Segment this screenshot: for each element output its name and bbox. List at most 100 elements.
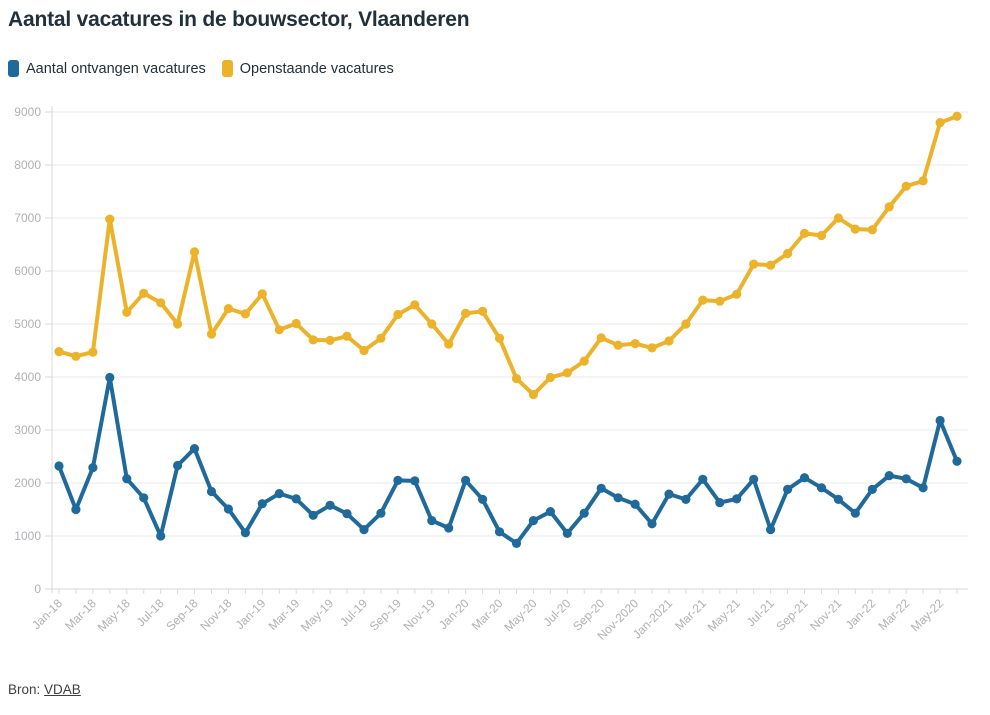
data-point-openstaande-Oct-21[interactable] [816,230,827,241]
data-point-openstaande-Apr-21[interactable] [715,296,725,306]
data-point-ontvangen-May-20[interactable] [528,516,539,526]
data-point-ontvangen-Apr-20[interactable] [511,538,522,549]
data-point-openstaande-Sep-20[interactable] [596,333,606,343]
data-point-ontvangen-Mar-21[interactable] [698,474,708,484]
data-point-openstaande-Sep-21[interactable] [799,228,810,238]
data-point-ontvangen-Feb-21[interactable] [681,494,691,504]
data-point-openstaande-Feb-20[interactable] [478,306,488,316]
data-point-openstaande-May-19[interactable] [325,335,335,345]
data-point-ontvangen-Aug-18[interactable] [173,460,183,471]
data-point-ontvangen-Sep-21[interactable] [799,473,810,483]
data-point-ontvangen-Jun-18[interactable] [139,493,149,503]
data-point-openstaande-Mar-18[interactable] [88,347,98,357]
data-point-openstaande-Aug-20[interactable] [579,356,589,366]
data-point-ontvangen-Apr-18[interactable] [105,372,115,383]
data-point-openstaande-May-18[interactable] [122,307,132,317]
data-point-ontvangen-May-21[interactable] [732,494,742,504]
data-point-ontvangen-Jun-19[interactable] [342,509,352,519]
data-point-openstaande-Jul-21[interactable] [766,260,776,270]
data-point-openstaande-Nov-18[interactable] [223,304,233,314]
data-point-openstaande-Feb-21[interactable] [681,319,691,329]
data-point-openstaande-Jul-20[interactable] [562,368,572,378]
data-point-openstaande-Dec-21[interactable] [850,224,860,234]
data-point-ontvangen-Apr-22[interactable] [918,483,928,493]
data-point-openstaande-Mar-21[interactable] [698,295,708,305]
data-point-ontvangen-Jul-18[interactable] [156,531,166,541]
data-point-ontvangen-Oct-21[interactable] [816,483,827,493]
data-point-openstaande-Jun-20[interactable] [545,372,556,383]
data-point-ontvangen-Mar-19[interactable] [291,494,301,504]
data-point-openstaande-Sep-18[interactable] [189,247,200,257]
data-point-ontvangen-Dec-18[interactable] [240,528,250,538]
data-point-ontvangen-Aug-21[interactable] [783,484,793,494]
data-point-openstaande-Apr-18[interactable] [105,214,115,224]
data-point-ontvangen-Sep-18[interactable] [189,444,200,454]
data-point-ontvangen-Jan-20[interactable] [461,475,471,485]
data-point-openstaande-Aug-19[interactable] [376,333,386,343]
data-point-openstaande-Apr-19[interactable] [308,335,318,345]
data-point-ontvangen-Feb-18[interactable] [71,504,81,515]
data-point-ontvangen-Feb-20[interactable] [478,494,488,504]
data-point-ontvangen-May-19[interactable] [325,500,335,510]
data-point-openstaande-Jan-21[interactable] [664,336,674,346]
data-point-ontvangen-Nov-20[interactable] [630,499,640,509]
data-point-ontvangen-May-22[interactable] [935,415,945,426]
data-point-ontvangen-Apr-21[interactable] [715,498,725,508]
data-point-ontvangen-Dec-20[interactable] [647,519,657,529]
data-point-openstaande-Dec-18[interactable] [240,309,250,319]
data-point-openstaande-Mar-19[interactable] [291,318,301,329]
data-point-openstaande-Aug-21[interactable] [783,248,793,259]
data-point-openstaande-Oct-18[interactable] [206,329,217,339]
data-point-openstaande-Jan-20[interactable] [461,308,471,318]
data-point-openstaande-Dec-20[interactable] [647,343,657,353]
data-point-ontvangen-Aug-19[interactable] [376,508,386,518]
data-point-openstaande-Jan-18[interactable] [54,347,64,357]
data-point-ontvangen-Oct-19[interactable] [410,476,420,486]
data-point-openstaande-Jun-21[interactable] [749,259,759,269]
data-point-openstaande-Jun-18[interactable] [139,288,149,298]
data-point-openstaande-Jan-19[interactable] [257,289,267,299]
data-point-ontvangen-Jun-20[interactable] [545,507,556,517]
data-point-openstaande-Apr-22[interactable] [918,176,928,186]
data-point-ontvangen-Sep-20[interactable] [596,483,606,493]
data-point-openstaande-Feb-19[interactable] [274,325,284,335]
data-point-ontvangen-Apr-19[interactable] [308,510,318,520]
data-point-openstaande-Jul-18[interactable] [156,298,166,308]
data-point-ontvangen-Dec-21[interactable] [850,508,860,518]
data-point-ontvangen-Jan-21[interactable] [664,489,674,499]
data-point-ontvangen-Aug-20[interactable] [579,508,589,518]
data-point-openstaande-Jul-19[interactable] [359,345,369,356]
data-point-openstaande-Feb-18[interactable] [71,351,81,361]
data-point-ontvangen-Mar-22[interactable] [901,474,911,484]
data-point-ontvangen-May-18[interactable] [122,474,132,484]
data-point-ontvangen-Jun-21[interactable] [749,474,759,484]
data-point-openstaande-Nov-21[interactable] [833,213,844,223]
data-point-openstaande-May-20[interactable] [528,389,539,400]
data-point-ontvangen-Jan-19[interactable] [257,499,267,509]
data-point-ontvangen-Mar-18[interactable] [88,463,98,473]
data-point-ontvangen-Feb-22[interactable] [884,471,894,481]
source-link[interactable]: VDAB [44,682,81,697]
data-point-openstaande-Jun-22[interactable] [952,111,962,121]
data-point-openstaande-Jan-22[interactable] [867,225,877,235]
data-point-ontvangen-Oct-18[interactable] [206,486,217,497]
data-point-ontvangen-Mar-20[interactable] [494,527,505,537]
data-point-ontvangen-Nov-18[interactable] [223,504,233,514]
data-point-openstaande-Jun-19[interactable] [342,331,352,341]
data-point-openstaande-Sep-19[interactable] [393,309,403,320]
data-point-ontvangen-Jul-21[interactable] [766,525,776,535]
data-point-ontvangen-Jan-18[interactable] [54,461,64,471]
data-point-ontvangen-Dec-19[interactable] [444,523,454,533]
data-point-openstaande-Aug-18[interactable] [173,319,183,329]
data-point-ontvangen-Nov-19[interactable] [427,516,437,526]
data-point-ontvangen-Nov-21[interactable] [833,494,844,504]
data-point-ontvangen-Jun-22[interactable] [952,456,962,466]
data-point-openstaande-Mar-22[interactable] [901,181,911,191]
data-point-openstaande-Apr-20[interactable] [511,374,522,384]
data-point-ontvangen-Oct-20[interactable] [613,493,623,503]
data-point-ontvangen-Jan-22[interactable] [867,484,877,494]
data-point-openstaande-Oct-19[interactable] [410,300,420,310]
data-point-openstaande-May-22[interactable] [935,118,945,128]
data-point-openstaande-Feb-22[interactable] [884,202,894,212]
data-point-openstaande-Nov-20[interactable] [630,339,640,349]
